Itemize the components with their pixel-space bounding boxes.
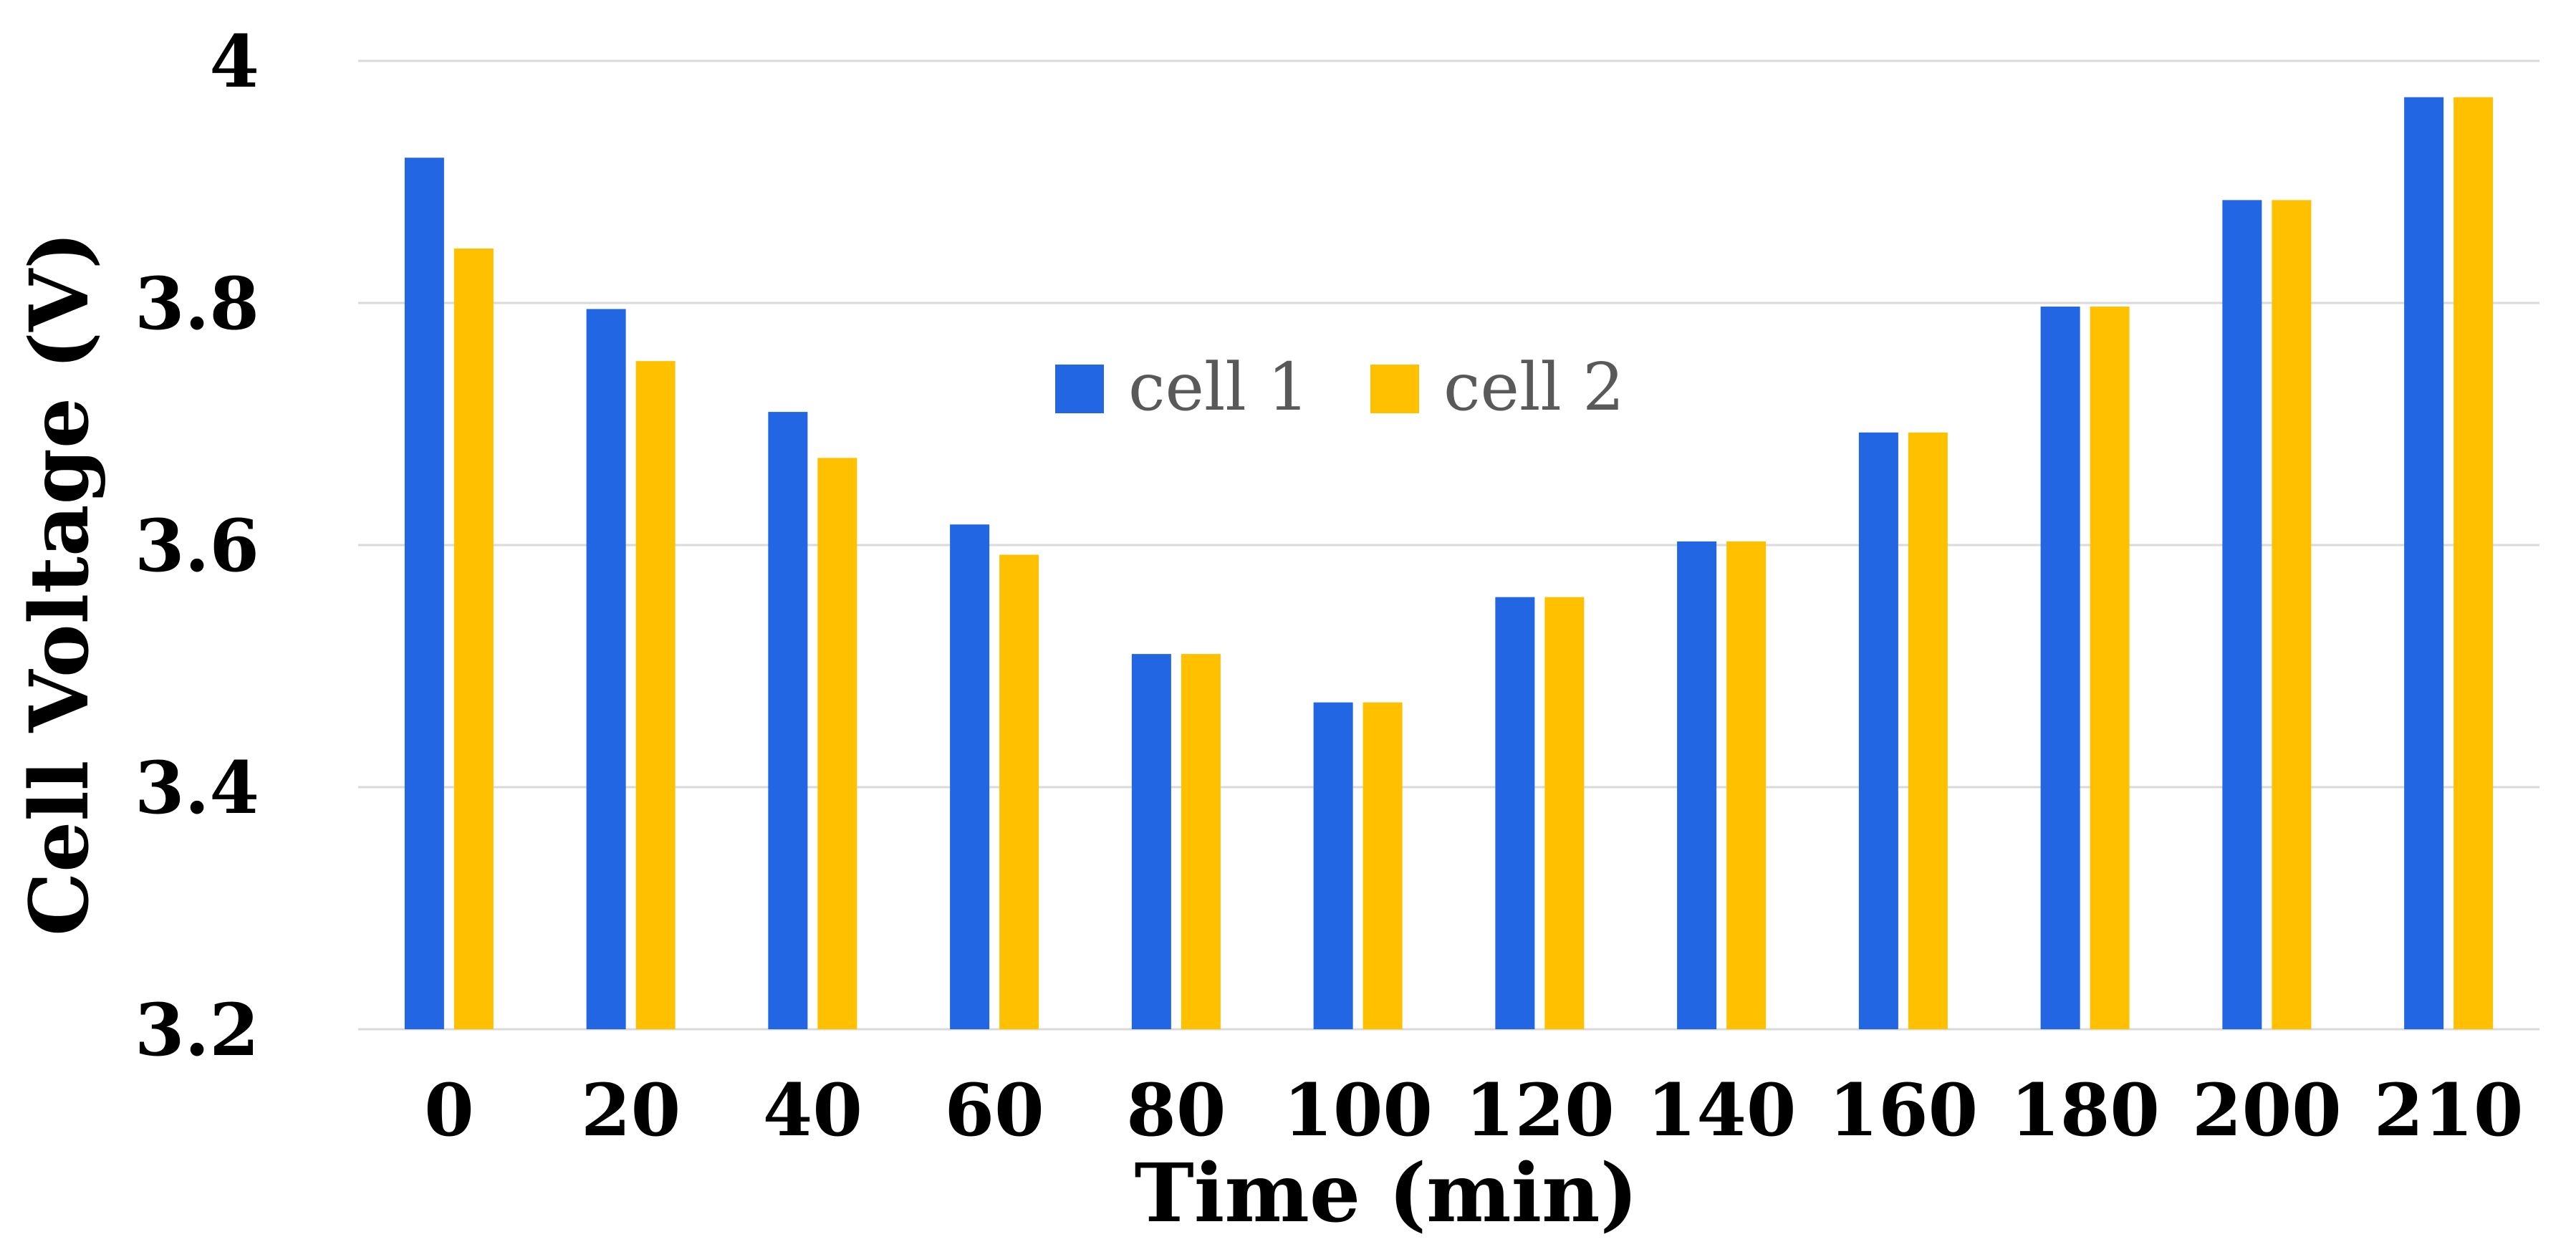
bar-cell-2-120 xyxy=(1544,597,1585,1029)
y-tick-label: 4 xyxy=(209,19,259,104)
legend-swatch-cell-1 xyxy=(1055,365,1104,413)
bar-cell-1-60 xyxy=(950,524,990,1029)
y-tick-label: 3.6 xyxy=(135,504,259,588)
bar-cell-1-210 xyxy=(2404,97,2444,1030)
bar-cell-2-140 xyxy=(1726,541,1767,1029)
x-tick-label: 60 xyxy=(945,1068,1044,1152)
y-tick-label: 3.2 xyxy=(135,988,259,1072)
x-tick-label: 140 xyxy=(1647,1068,1797,1152)
bar-cell-2-160 xyxy=(1908,432,1948,1029)
bar-cell-2-210 xyxy=(2454,97,2494,1030)
y-tick-label: 3.8 xyxy=(135,261,259,346)
bar-cell-1-20 xyxy=(586,309,626,1029)
bar-cell-2-200 xyxy=(2272,200,2312,1030)
bar-cell-1-200 xyxy=(2222,200,2262,1030)
x-tick-label: 180 xyxy=(2010,1068,2160,1152)
x-tick-label: 40 xyxy=(763,1068,862,1152)
bar-cell-1-120 xyxy=(1495,597,1535,1029)
x-axis-title: Time (min) xyxy=(1134,1147,1638,1241)
bar-cell-1-180 xyxy=(2040,307,2080,1029)
bar-cell-1-140 xyxy=(1677,541,1717,1029)
x-tick-label: 120 xyxy=(1465,1068,1615,1152)
bar-cell-2-20 xyxy=(635,361,676,1029)
bars xyxy=(404,97,2494,1030)
bar-cell-2-60 xyxy=(999,554,1039,1029)
gridlines xyxy=(358,59,2539,1031)
legend-label-cell-2: cell 2 xyxy=(1443,349,1625,425)
x-tick-label: 80 xyxy=(1126,1068,1226,1152)
legend: cell 1 cell 2 xyxy=(1055,349,1625,425)
legend-label-cell-1: cell 1 xyxy=(1128,349,1309,425)
x-tick-label: 160 xyxy=(1829,1068,1979,1152)
y-axis-tick-labels: 3.2 3.4 3.6 3.8 4 xyxy=(135,19,259,1072)
bar-cell-1-100 xyxy=(1313,702,1353,1029)
bar-cell-2-80 xyxy=(1181,654,1221,1029)
x-tick-label: 210 xyxy=(2374,1068,2524,1152)
y-axis-title: Cell Voltage (V) xyxy=(13,231,107,936)
bar-cell-2-180 xyxy=(2090,307,2130,1029)
bar-cell-1-0 xyxy=(404,158,444,1030)
x-tick-label: 100 xyxy=(1283,1068,1433,1152)
bar-cell-2-100 xyxy=(1363,702,1403,1029)
bar-cell-2-40 xyxy=(817,458,857,1029)
legend-swatch-cell-2 xyxy=(1370,365,1419,413)
x-tick-label: 0 xyxy=(424,1068,474,1152)
x-tick-label: 20 xyxy=(581,1068,681,1152)
x-tick-label: 200 xyxy=(2192,1068,2342,1152)
bar-cell-1-160 xyxy=(1858,432,1898,1029)
bar-cell-1-40 xyxy=(768,412,808,1029)
bar-cell-1-80 xyxy=(1131,654,1171,1029)
x-axis-tick-labels: 0 20 40 60 80 100 120 140 160 180 200 210 xyxy=(424,1068,2523,1152)
bar-cell-2-0 xyxy=(453,248,494,1030)
y-tick-label: 3.4 xyxy=(135,746,259,830)
